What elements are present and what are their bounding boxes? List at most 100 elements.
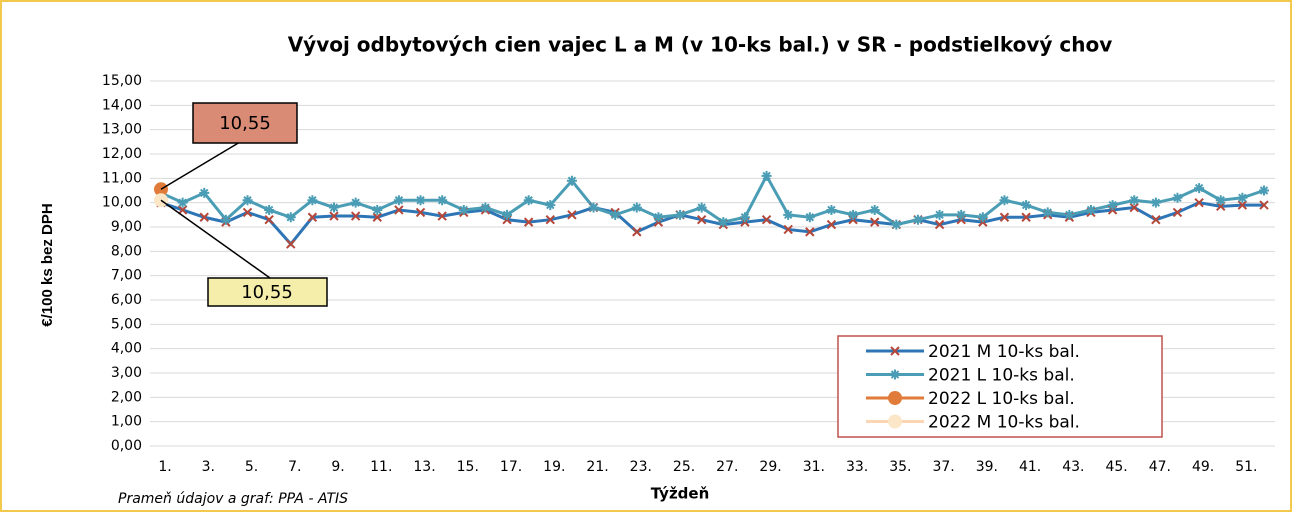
point-marker [977, 212, 988, 223]
x-tick-label: 51. [1235, 459, 1257, 475]
x-tick-label: 9. [331, 459, 344, 475]
y-tick-label: 3,00 [111, 365, 142, 381]
point-marker [545, 214, 556, 225]
point-marker [1064, 209, 1075, 220]
y-tick-label: 14,00 [102, 97, 142, 113]
point-marker [761, 214, 772, 225]
point-marker [307, 212, 318, 222]
callout-leader [160, 141, 241, 190]
point-marker [567, 210, 577, 220]
point-marker [1172, 207, 1183, 218]
point-marker [826, 204, 837, 215]
point-marker [869, 204, 880, 215]
point-marker [1172, 192, 1183, 203]
point-marker [415, 207, 426, 218]
y-tick-label: 11,00 [102, 170, 142, 186]
x-tick-label: 3. [202, 459, 215, 475]
point-marker [1237, 200, 1248, 210]
x-tick-label: 15. [457, 459, 479, 475]
point-marker [934, 209, 945, 220]
x-tick-label: 25. [673, 459, 695, 475]
chart-title: Vývoj odbytových cien vajec L a M (v 10-… [288, 33, 1113, 57]
x-tick-label: 45. [1105, 459, 1127, 475]
legend-marker [888, 391, 902, 405]
point-marker [610, 209, 621, 220]
point-marker [329, 211, 339, 221]
point-marker [653, 212, 664, 223]
point-marker [912, 214, 923, 225]
point-marker [415, 195, 426, 206]
y-tick-label: 5,00 [111, 316, 142, 332]
x-axis-label: Týždeň [651, 485, 710, 503]
point-marker [177, 205, 188, 215]
point-marker [1042, 207, 1053, 218]
legend-label: 2022 M 10-ks bal. [928, 413, 1080, 433]
legend-marker [888, 414, 902, 429]
point-marker [783, 224, 793, 235]
point-marker [350, 197, 361, 208]
point-marker [805, 227, 815, 237]
point-marker [891, 219, 902, 230]
point-marker [804, 212, 815, 223]
point-marker [1021, 212, 1031, 222]
y-tick-label: 12,00 [102, 146, 142, 162]
series-line [160, 201, 1264, 247]
point-marker [1237, 192, 1248, 203]
x-tick-label: 35. [889, 459, 911, 475]
point-marker [177, 197, 188, 208]
series-line [160, 172, 1265, 227]
callout-box [192, 102, 298, 144]
callout-box [207, 277, 328, 307]
point-marker [480, 202, 491, 213]
x-tick-label: 43. [1062, 459, 1084, 475]
y-tick-label: 9,00 [111, 219, 142, 235]
point-marker [199, 212, 209, 222]
callout-leader [160, 199, 271, 279]
x-tick-label: 47. [1149, 459, 1171, 475]
y-axis-label: €/100 ks bez DPH [39, 203, 56, 326]
x-tick-label: 23. [630, 459, 652, 475]
x-tick-label: 27. [716, 459, 738, 475]
point-marker [372, 212, 382, 222]
y-tick-label: 6,00 [111, 292, 142, 308]
point-marker [502, 209, 513, 220]
point-marker [242, 195, 253, 206]
callout-label: 10,55 [241, 282, 293, 303]
y-tick-label: 1,00 [111, 414, 142, 430]
x-tick-label: 11. [370, 459, 392, 475]
point-marker [848, 209, 859, 220]
point-marker [458, 204, 469, 215]
callout-label: 10,55 [219, 113, 271, 134]
point-marker [545, 200, 556, 211]
legend-label: 2021 M 10-ks bal. [928, 342, 1080, 362]
point-marker [999, 212, 1010, 222]
x-tick-label: 13. [413, 459, 435, 475]
point-marker [934, 219, 945, 230]
y-tick-label: 0,00 [111, 438, 142, 454]
point-marker [718, 217, 729, 228]
point-marker [372, 204, 383, 215]
y-tick-label: 2,00 [111, 389, 142, 405]
x-tick-label: 17. [500, 459, 522, 475]
point-marker [1259, 200, 1269, 210]
point-marker [956, 209, 967, 220]
point-marker [675, 209, 686, 220]
point-marker [329, 202, 340, 213]
point-marker [437, 211, 447, 221]
legend-marker [890, 346, 900, 356]
x-tick-label: 31. [803, 459, 825, 475]
point-marker [696, 202, 707, 213]
point-marker [566, 175, 577, 186]
x-tick-label: 5. [245, 459, 258, 475]
y-tick-label: 8,00 [111, 243, 142, 259]
x-tick-label: 37. [932, 459, 954, 475]
x-tick-label: 1. [158, 459, 171, 475]
y-tick-label: 7,00 [111, 268, 142, 284]
point-marker [1150, 197, 1161, 208]
point-marker [1215, 195, 1226, 206]
point-marker [1151, 214, 1161, 225]
point-marker [285, 212, 296, 223]
point-marker [1107, 200, 1118, 211]
point-marker [631, 202, 642, 213]
